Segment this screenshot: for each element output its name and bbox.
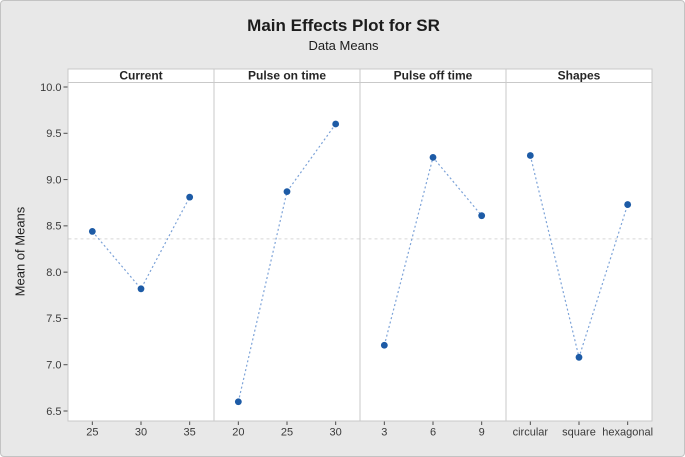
data-point <box>429 153 437 161</box>
y-tick-label: 9.5 <box>46 128 61 140</box>
y-tick-label: 8.5 <box>46 221 61 233</box>
chart-title: Main Effects Plot for SR <box>247 16 440 35</box>
data-point <box>478 212 486 220</box>
x-tick-label: hexagonal <box>602 427 653 439</box>
x-tick-label: 30 <box>135 427 147 439</box>
effect-line <box>91 196 191 290</box>
panel-header: Pulse off time <box>394 69 473 83</box>
chart-subtitle: Data Means <box>308 38 379 53</box>
y-tick-label: 7.5 <box>46 313 61 325</box>
data-point <box>575 353 583 361</box>
panel-header: Current <box>119 69 162 83</box>
y-tick-label: 6.5 <box>46 406 61 418</box>
data-point <box>137 285 145 293</box>
x-tick-label: 3 <box>381 427 387 439</box>
x-tick-label: 9 <box>479 427 485 439</box>
panel-header: Shapes <box>558 69 601 83</box>
y-tick-label: 7.0 <box>46 360 61 372</box>
x-tick-label: 25 <box>281 427 293 439</box>
panel-header: Pulse on time <box>248 69 326 83</box>
data-point <box>624 201 632 208</box>
x-tick-label: 35 <box>184 427 196 439</box>
effect-line <box>237 123 337 402</box>
y-tick-label: 9.0 <box>46 174 61 186</box>
x-tick-label: 20 <box>232 427 244 439</box>
data-point <box>526 152 534 159</box>
plot-frame <box>67 68 653 422</box>
data-point <box>380 341 388 349</box>
data-point <box>186 193 194 201</box>
x-tick-label: 30 <box>330 427 342 439</box>
data-point <box>332 120 340 128</box>
data-point <box>88 228 96 235</box>
x-tick-label: 6 <box>430 427 436 439</box>
data-point <box>234 398 242 406</box>
y-tick-label: 8.0 <box>46 267 61 279</box>
y-tick-label: 10.0 <box>40 82 61 94</box>
x-tick-label: 25 <box>86 427 98 439</box>
data-point <box>283 188 291 196</box>
x-tick-label: square <box>562 427 596 439</box>
x-tick-label: circular <box>513 427 549 439</box>
